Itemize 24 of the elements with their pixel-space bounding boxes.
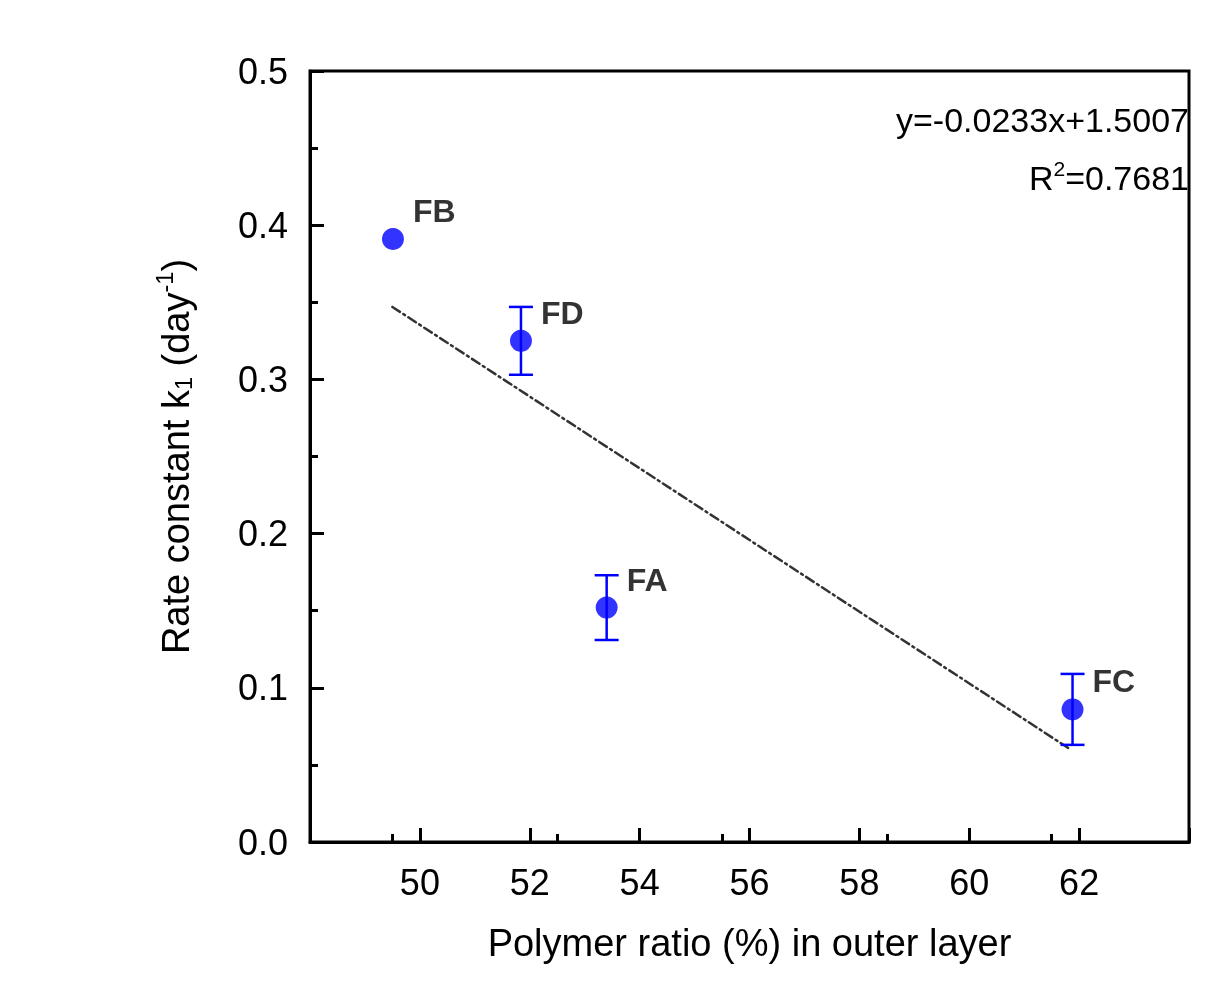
x-tick-label: 56 [729, 861, 770, 903]
x-axis-title: Polymer ratio (%) in outer layer [487, 922, 1012, 964]
x-tick-label: 50 [399, 861, 440, 903]
y-axis-title: Rate constant k1 (day-1) [152, 258, 198, 655]
x-tick-label: 54 [619, 861, 660, 903]
point [1061, 698, 1084, 721]
x-tick-label: 60 [949, 861, 990, 903]
annotation: FB [412, 193, 456, 230]
y-tick-label: 0.0 [237, 821, 288, 863]
annotation: FD [540, 294, 584, 331]
y-tick-label: 0.3 [237, 358, 288, 400]
x-tick-label: 62 [1059, 861, 1100, 903]
annotation: y=-0.0233x+1.5007 [895, 101, 1190, 139]
x-tick-label: 58 [839, 861, 880, 903]
annotation: FA [626, 561, 668, 598]
x-tick-label: 52 [509, 861, 550, 903]
annotation: FC [1092, 663, 1136, 700]
point [509, 329, 532, 352]
y-tick-label: 0.2 [237, 513, 288, 555]
point [381, 228, 404, 251]
y-tick-label: 0.1 [237, 667, 288, 709]
point [595, 596, 618, 619]
y-tick-label: 0.4 [237, 204, 288, 246]
y-tick-label: 0.5 [237, 50, 288, 92]
